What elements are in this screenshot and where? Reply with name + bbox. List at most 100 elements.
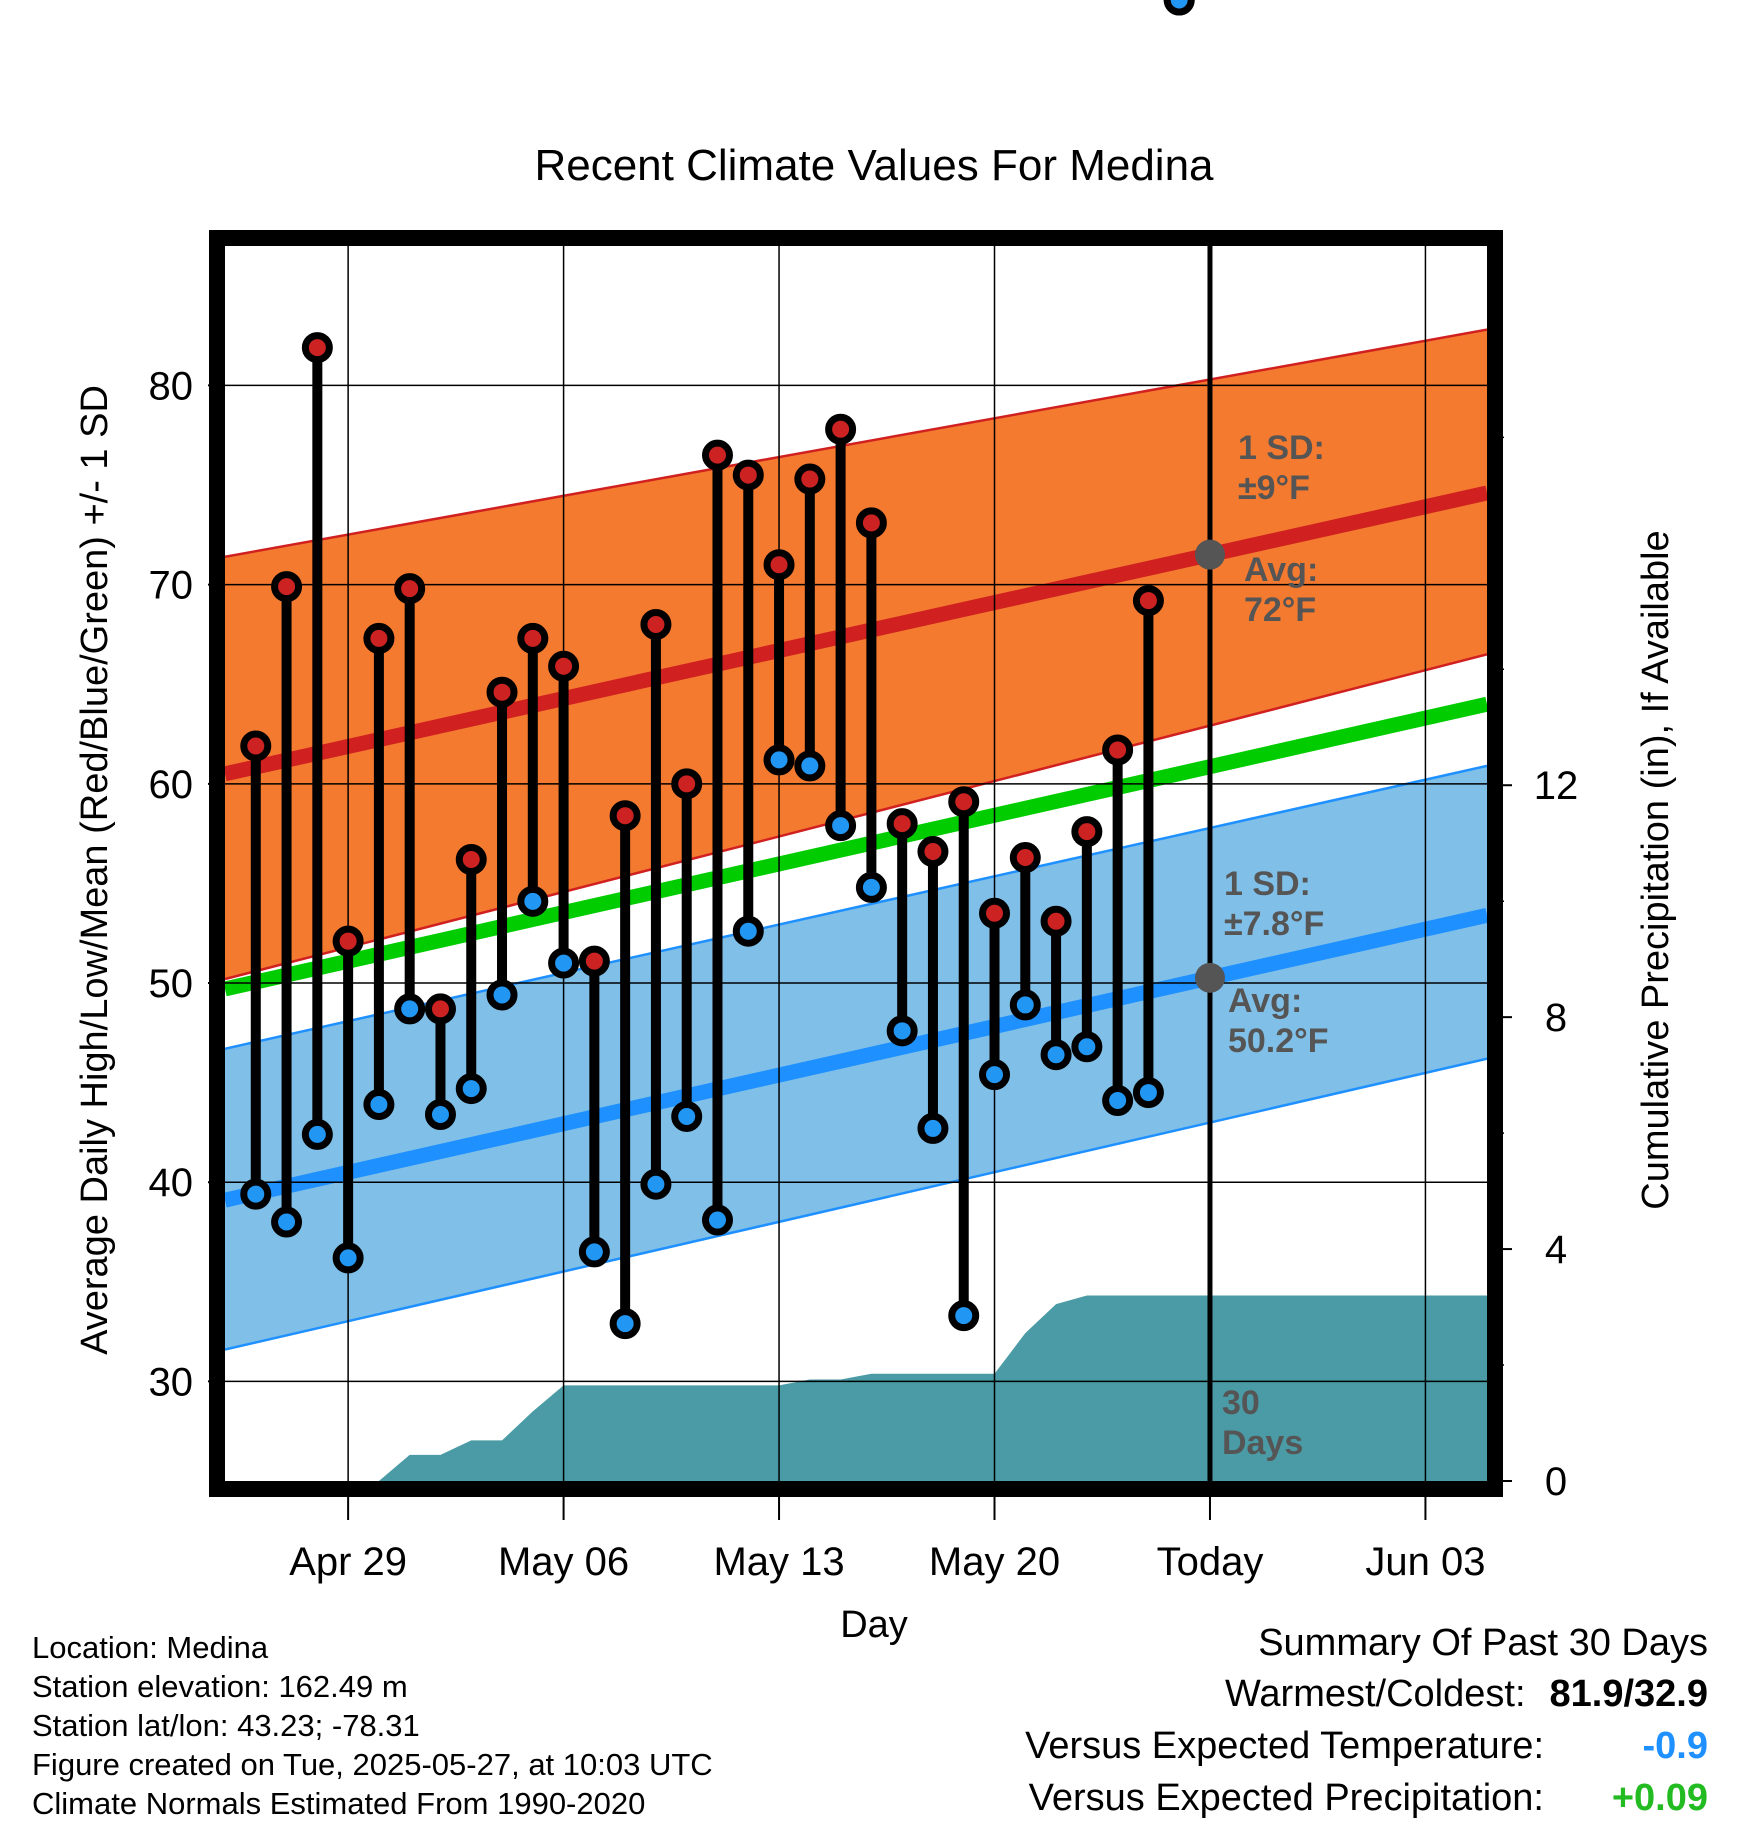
low-point: [486, 979, 518, 1011]
low-avg-annotation: Avg:: [1228, 982, 1302, 1020]
low-point: [301, 1118, 333, 1150]
latlon-text: Station lat/lon: 43.23; -78.31: [32, 1708, 420, 1743]
y2-tick-label: 12: [1534, 764, 1579, 808]
high-point: [240, 730, 272, 762]
high-point: [948, 786, 980, 818]
y-tick-label: 70: [149, 564, 194, 608]
temp-value: -0.9: [1642, 1725, 1708, 1767]
low-point: [763, 744, 795, 776]
y-tick-label: 80: [149, 364, 194, 408]
warm-cold-label: Warmest/Coldest:: [1224, 1673, 1526, 1715]
y-tick-label: 40: [149, 1161, 194, 1205]
high-point: [825, 413, 857, 445]
high-point: [671, 768, 703, 800]
y2-tick-label: 0: [1545, 1460, 1567, 1504]
high-point: [609, 800, 641, 832]
high-point: [486, 676, 518, 708]
high-point: [763, 549, 795, 581]
x-tick-label: Apr 29: [289, 1540, 407, 1584]
high-point: [578, 945, 610, 977]
low-point: [948, 1300, 980, 1332]
elevation-text: Station elevation: 162.49 m: [32, 1669, 408, 1704]
high-point: [1132, 585, 1164, 617]
high-avg-annotation: Avg:: [1244, 551, 1318, 589]
precip-label: Versus Expected Precipitation:: [1028, 1777, 1544, 1819]
high-point: [332, 925, 364, 957]
low-point: [332, 1242, 364, 1274]
high-point: [701, 439, 733, 471]
y2-tick-label: 4: [1545, 1228, 1567, 1272]
summary-panel: Summary Of Past 30 Days Warmest/Coldest:…: [888, 1618, 1708, 1824]
mean-avg-line: [225, 696, 1487, 997]
today-high-avg-marker: [1194, 539, 1225, 570]
low-point: [1040, 1039, 1072, 1071]
low-point: [1163, 0, 1195, 16]
y-tick-label: 30: [149, 1360, 194, 1404]
created-text: Figure created on Tue, 2025-05-27, at 10…: [32, 1747, 713, 1782]
low-point: [917, 1112, 949, 1144]
high-point: [424, 993, 456, 1025]
low-point: [363, 1089, 395, 1121]
low-point: [886, 1015, 918, 1047]
low-sd-band-lower-edge: [225, 1057, 1487, 1351]
x-tick-label: Today: [1157, 1540, 1264, 1584]
low-point: [578, 1236, 610, 1268]
high-point: [363, 622, 395, 654]
low-point: [609, 1308, 641, 1340]
plot-frame: [209, 230, 1503, 1497]
high-point: [455, 844, 487, 876]
high-point: [855, 507, 887, 539]
precip-row: Versus Expected Precipitation: +0.09: [888, 1772, 1708, 1824]
y-tick-label: 60: [149, 763, 194, 807]
low-point: [271, 1206, 303, 1238]
high-point: [1040, 905, 1072, 937]
low-point: [979, 1059, 1011, 1091]
high-point: [640, 608, 672, 640]
low-point: [732, 915, 764, 947]
low-point: [1102, 1085, 1134, 1117]
low-point: [671, 1100, 703, 1132]
today-low-avg-marker: [1194, 962, 1225, 993]
x-tick-label: May 06: [498, 1540, 629, 1584]
high-point: [886, 808, 918, 840]
x-tick-label: May 13: [713, 1540, 844, 1584]
x-axis-label: Day: [840, 1604, 908, 1646]
high-point: [517, 622, 549, 654]
precip-value: +0.09: [1611, 1777, 1708, 1819]
low-point: [640, 1168, 672, 1200]
low-point: [855, 871, 887, 903]
y-axis-label: Average Daily High/Low/Mean (Red/Blue/Gr…: [74, 385, 116, 1355]
high-sd-band-upper-edge: [225, 328, 1487, 558]
warm-cold-row: Warmest/Coldest: 81.9/32.9: [888, 1668, 1708, 1720]
high-avg-line: [225, 485, 1487, 782]
low-point: [424, 1098, 456, 1130]
high-point: [1102, 734, 1134, 766]
low-point: [825, 810, 857, 842]
low-point: [548, 947, 580, 979]
high-sd-band: [225, 329, 1487, 980]
location-text: Location: Medina: [32, 1630, 269, 1665]
summary-title: Summary Of Past 30 Days: [1258, 1622, 1708, 1664]
y2-tick-label: 8: [1545, 996, 1567, 1040]
temp-label: Versus Expected Temperature:: [1025, 1725, 1544, 1767]
days-annotation: Days: [1222, 1424, 1303, 1462]
high-point: [394, 573, 426, 605]
low-point: [394, 993, 426, 1025]
precip-area: [225, 1295, 1487, 1481]
low-avg-annotation: 50.2°F: [1228, 1022, 1329, 1060]
high-point: [732, 459, 764, 491]
temp-row: Versus Expected Temperature: -0.9: [888, 1720, 1708, 1772]
high-point: [1009, 842, 1041, 874]
high-sd-band-lower-edge: [225, 653, 1487, 981]
station-info: Location: Medina Station elevation: 162.…: [32, 1628, 713, 1823]
normals-text: Climate Normals Estimated From 1990-2020: [32, 1786, 646, 1821]
low-point: [701, 1204, 733, 1236]
high-point: [271, 571, 303, 603]
high-avg-annotation: 72°F: [1244, 591, 1316, 629]
y-tick-label: 50: [149, 962, 194, 1006]
high-point: [794, 463, 826, 495]
warm-cold-value: 81.9/32.9: [1549, 1673, 1708, 1715]
low-point: [517, 885, 549, 917]
